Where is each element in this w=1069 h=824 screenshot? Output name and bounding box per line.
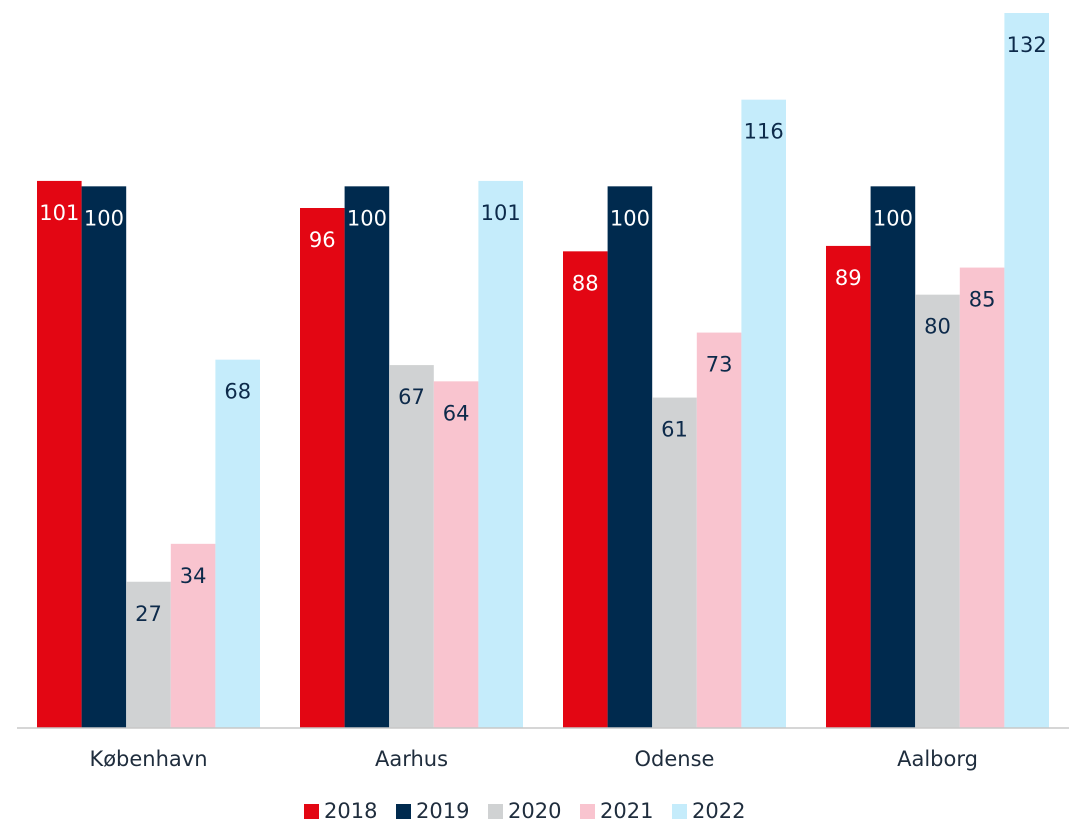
bar bbox=[215, 359, 260, 728]
bar bbox=[959, 267, 1005, 728]
x-tick-label: København bbox=[89, 747, 207, 771]
data-label: 67 bbox=[398, 385, 425, 409]
data-label: 100 bbox=[610, 206, 650, 230]
legend-label: 2020 bbox=[508, 799, 561, 823]
data-label: 88 bbox=[572, 271, 599, 295]
x-tick-label: Aalborg bbox=[897, 747, 978, 771]
data-label: 100 bbox=[84, 206, 124, 230]
data-label: 64 bbox=[443, 401, 470, 425]
bar bbox=[37, 180, 82, 728]
bar bbox=[1004, 13, 1049, 728]
bar bbox=[300, 208, 345, 728]
data-label: 96 bbox=[309, 228, 336, 252]
legend-swatch bbox=[488, 804, 503, 819]
legend-swatch bbox=[304, 804, 319, 819]
data-label: 116 bbox=[744, 120, 784, 144]
data-label: 100 bbox=[873, 206, 913, 230]
data-label: 34 bbox=[180, 564, 207, 588]
legend-swatch bbox=[672, 804, 687, 819]
data-label: 132 bbox=[1007, 33, 1047, 57]
legend-swatch bbox=[396, 804, 411, 819]
bar bbox=[344, 186, 390, 729]
data-label: 85 bbox=[969, 288, 996, 312]
data-label: 73 bbox=[706, 353, 733, 377]
bar bbox=[126, 581, 171, 728]
legend-label: 2022 bbox=[692, 799, 745, 823]
bar bbox=[826, 245, 871, 728]
data-label: 100 bbox=[347, 206, 387, 230]
legend-swatch bbox=[580, 804, 595, 819]
data-label: 80 bbox=[924, 315, 951, 339]
data-label: 27 bbox=[135, 602, 162, 626]
bar bbox=[170, 543, 216, 728]
bar bbox=[915, 294, 960, 728]
legend-label: 2018 bbox=[324, 799, 377, 823]
bar bbox=[81, 186, 127, 729]
bar bbox=[478, 180, 523, 728]
legend-label: 2021 bbox=[600, 799, 653, 823]
legend-label: 2019 bbox=[416, 799, 469, 823]
x-tick-label: Odense bbox=[635, 747, 715, 771]
x-tick-label: Aarhus bbox=[375, 747, 448, 771]
data-label: 101 bbox=[39, 201, 79, 225]
bar bbox=[563, 251, 608, 729]
bar bbox=[433, 381, 479, 728]
data-label: 89 bbox=[835, 266, 862, 290]
bar bbox=[607, 186, 653, 729]
data-label: 61 bbox=[661, 418, 688, 442]
bar bbox=[741, 99, 786, 728]
data-label: 68 bbox=[224, 380, 251, 404]
bar bbox=[389, 365, 434, 728]
bar bbox=[870, 186, 916, 729]
bar bbox=[696, 332, 742, 728]
bar bbox=[652, 397, 697, 728]
data-label: 101 bbox=[481, 201, 521, 225]
